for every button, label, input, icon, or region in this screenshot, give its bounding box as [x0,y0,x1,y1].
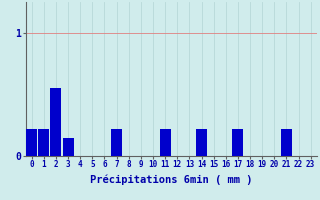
Bar [111,129,122,156]
Bar [196,129,207,156]
Bar [26,129,37,156]
X-axis label: Précipitations 6min ( mm ): Précipitations 6min ( mm ) [90,175,252,185]
Bar [232,129,244,156]
Bar [38,129,49,156]
Bar [160,129,171,156]
Bar [51,88,61,156]
Bar [63,138,74,156]
Bar [281,129,292,156]
